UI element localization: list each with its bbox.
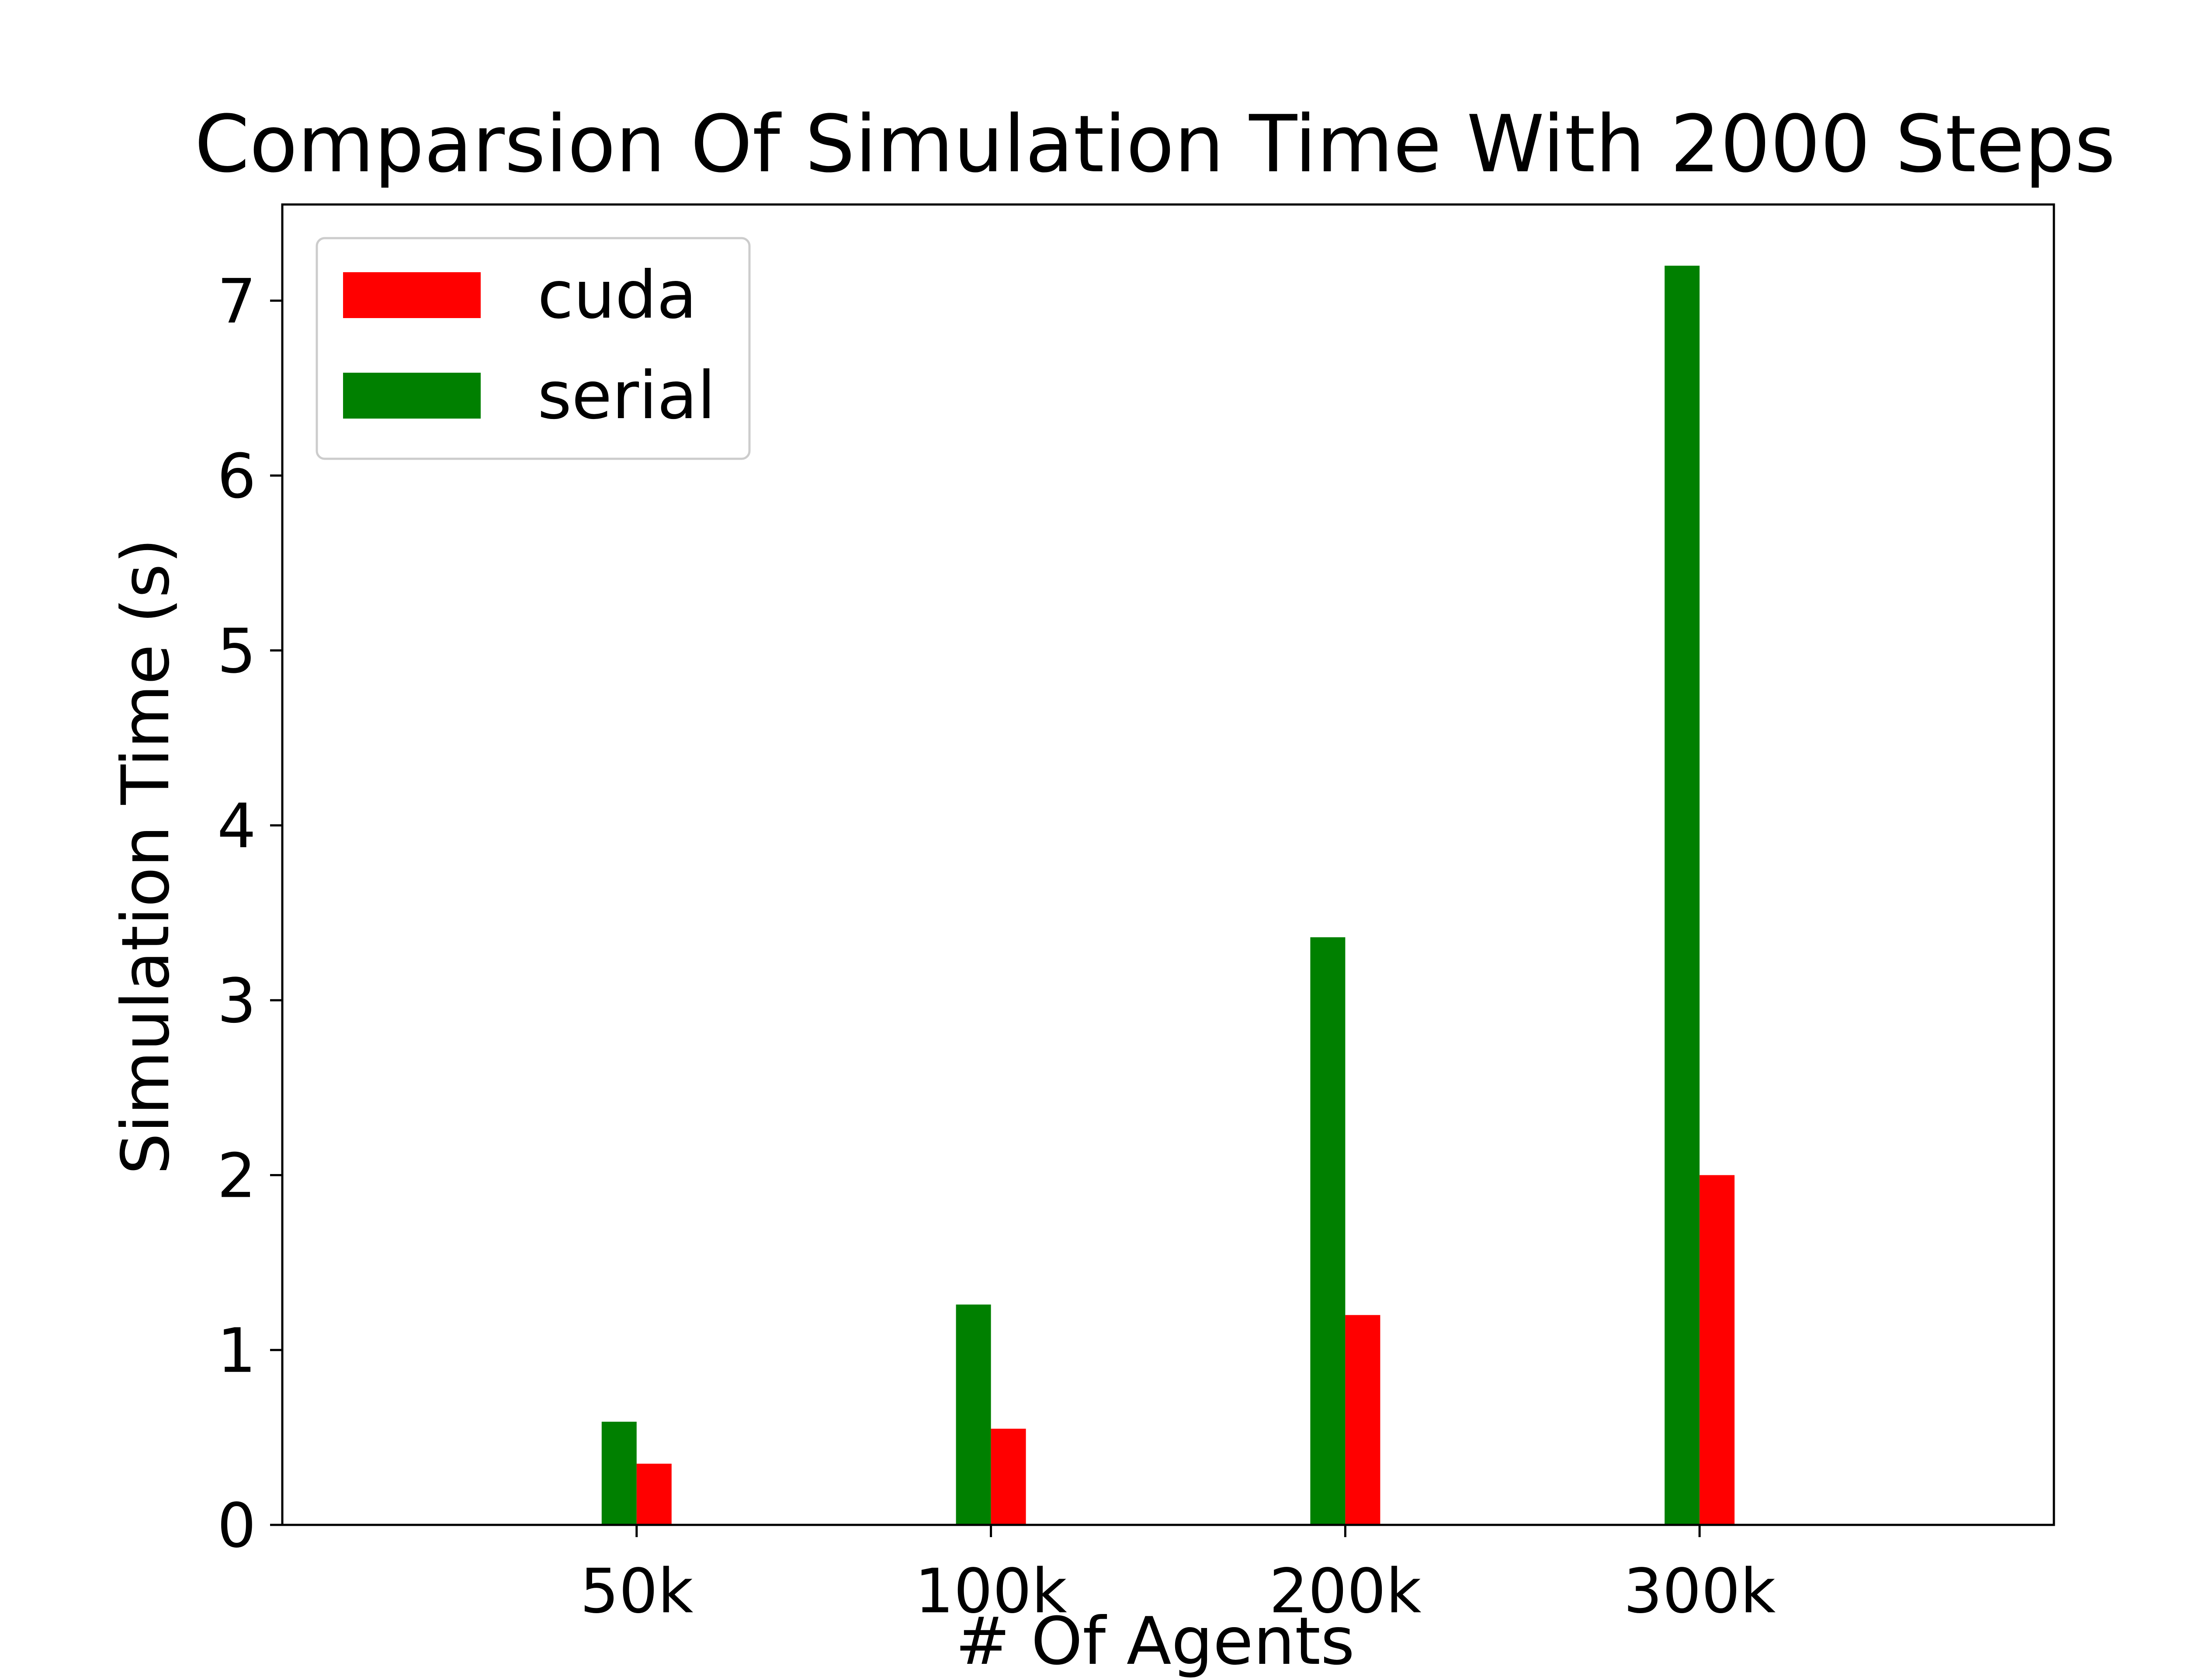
bar-cuda-200k [1345,1315,1380,1525]
y-tick-label-6: 6 [217,441,256,512]
plot-area [601,266,1735,1525]
x-tick-label-300k: 300k [1623,1556,1776,1627]
x-tick-label-100k: 100k [915,1556,1067,1627]
axes: 0 1 2 3 4 5 6 7 50k 100k 200k 300k [217,203,2055,1627]
x-axis-label: # Of Agents [955,1604,1355,1678]
y-axis-label: Simulation Time (s) [108,538,184,1175]
legend-swatch-serial [343,373,481,419]
x-tick-label-200k: 200k [1269,1556,1421,1627]
x-tick-label-50k: 50k [580,1556,693,1627]
bar-serial-100k [956,1304,991,1525]
bar-cuda-50k [636,1463,672,1525]
y-tick-label-5: 5 [217,616,256,687]
bar-serial-200k [1310,937,1346,1525]
chart-title: Comparsion Of Simulation Time With 2000 … [194,99,2116,190]
axes-frame [281,203,2055,1526]
bar-serial-300k [1665,266,1700,1525]
y-tick-label-0: 0 [217,1490,256,1562]
bar-cuda-300k [1699,1175,1735,1525]
y-tick-label-1: 1 [217,1316,256,1387]
legend-swatch-cuda [343,272,481,318]
bar-serial-50k [601,1421,637,1525]
legend-label-cuda: cuda [538,257,697,333]
legend-label-serial: serial [538,358,715,434]
y-tick-label-4: 4 [217,791,256,862]
bar-cuda-100k [991,1428,1026,1525]
y-tick-label-7: 7 [217,266,256,337]
y-tick-label-2: 2 [217,1140,256,1212]
y-tick-label-3: 3 [217,966,256,1037]
legend: cuda serial [316,237,751,460]
